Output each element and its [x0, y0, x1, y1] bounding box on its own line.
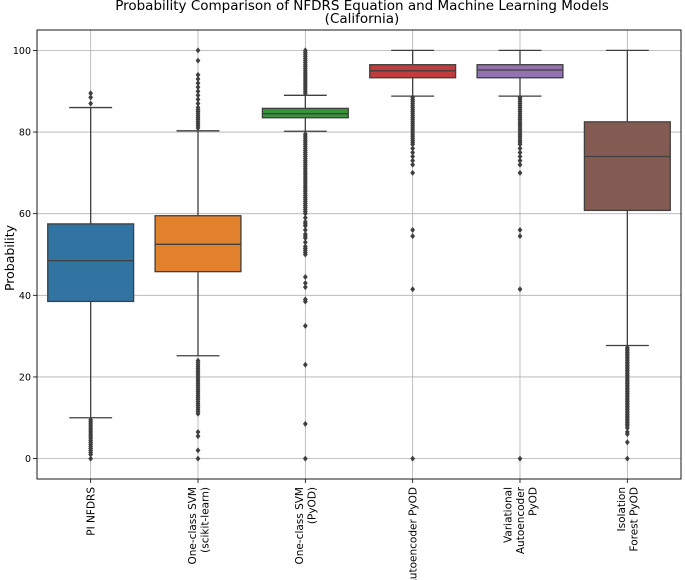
outlier-point	[624, 424, 630, 431]
outlier-point	[517, 169, 523, 176]
outlier-point	[410, 227, 416, 234]
outlier-point	[195, 80, 201, 87]
outlier-point	[410, 145, 416, 152]
outlier-point	[195, 410, 201, 417]
outlier-point	[517, 145, 523, 152]
outlier-point	[302, 227, 308, 234]
outlier-point	[624, 431, 630, 438]
outlier-point	[195, 84, 201, 91]
outlier-point	[195, 47, 201, 54]
outlier-point	[517, 149, 523, 156]
outlier-point	[302, 280, 308, 287]
outlier-point	[195, 96, 201, 103]
outlier-point	[302, 235, 308, 242]
outlier-point	[410, 153, 416, 160]
box-3	[261, 47, 349, 462]
box-2	[154, 47, 242, 462]
outlier-point	[88, 455, 94, 462]
x-category-label: Isolation	[616, 487, 628, 531]
outlier-point	[624, 455, 630, 462]
y-tick-label: 0	[25, 454, 31, 465]
y-tick-label: 80	[19, 128, 31, 139]
outlier-point	[517, 233, 523, 240]
x-category-label: Autoencoder	[515, 486, 527, 554]
x-category-label: PI NFDRS	[86, 487, 98, 536]
outlier-point	[195, 433, 201, 440]
outlier-point	[410, 455, 416, 462]
outlier-point	[88, 94, 94, 101]
outlier-point	[195, 71, 201, 78]
outlier-point	[302, 273, 308, 280]
outlier-point	[624, 439, 630, 446]
outlier-point	[302, 210, 308, 217]
y-tick-label: 60	[19, 209, 31, 220]
x-category-label: (scikit-learn)	[199, 487, 211, 553]
box-body	[583, 121, 671, 212]
outlier-point	[302, 455, 308, 462]
box-1	[47, 90, 135, 462]
plot-frame	[36, 29, 682, 480]
outlier-point	[302, 90, 308, 97]
x-category-label: (PyOD)	[307, 487, 319, 524]
x-category-label: Forest PyOD	[629, 487, 641, 551]
outlier-point	[302, 251, 308, 258]
outlier-point	[410, 233, 416, 240]
outlier-point	[410, 157, 416, 164]
box-body	[47, 223, 135, 303]
outlier-point	[195, 429, 201, 436]
outlier-point	[302, 298, 308, 305]
outlier-point	[195, 447, 201, 454]
outlier-point	[302, 420, 308, 427]
x-category-label: One-class SVM	[187, 487, 199, 564]
box-4	[369, 49, 457, 462]
box-5	[476, 49, 564, 462]
y-tick-label: 100	[13, 46, 31, 57]
outlier-point	[302, 239, 308, 246]
outlier-point	[517, 161, 523, 168]
outlier-point	[195, 88, 201, 95]
outlier-point	[88, 100, 94, 107]
outlier-point	[410, 286, 416, 293]
outlier-point	[517, 227, 523, 234]
outlier-point	[517, 157, 523, 164]
x-category-label: PyOD	[528, 487, 540, 516]
outlier-point	[517, 153, 523, 160]
y-axis-label: Probability	[2, 224, 17, 291]
outlier-point	[517, 141, 523, 148]
outlier-point	[302, 284, 308, 291]
outlier-point	[195, 100, 201, 107]
outlier-point	[195, 455, 201, 462]
y-tick-label: 40	[19, 291, 31, 302]
outlier-point	[410, 169, 416, 176]
x-category-label: Autoencoder PyOD	[408, 487, 420, 580]
y-tick-label: 20	[19, 372, 31, 383]
chart-subtitle: (California)	[325, 11, 400, 27]
outlier-point	[410, 161, 416, 168]
outlier-point	[302, 322, 308, 329]
outlier-point	[195, 124, 201, 131]
outlier-point	[302, 222, 308, 229]
outlier-point	[195, 75, 201, 82]
outlier-point	[410, 149, 416, 156]
x-category-label: One-class SVM	[294, 487, 306, 564]
outlier-point	[302, 361, 308, 368]
outlier-point	[88, 90, 94, 97]
outlier-point	[302, 214, 308, 221]
box-6	[583, 49, 671, 462]
outlier-point	[195, 57, 201, 64]
box-body	[476, 64, 564, 79]
x-category-label: Variational	[503, 487, 515, 543]
outlier-point	[88, 451, 94, 458]
outlier-point	[410, 141, 416, 148]
box-layer	[47, 47, 671, 462]
outlier-point	[517, 286, 523, 293]
outlier-point	[517, 455, 523, 462]
chart-title: Probability Comparison of NFDRS Equation…	[115, 0, 609, 14]
outlier-point	[195, 92, 201, 99]
